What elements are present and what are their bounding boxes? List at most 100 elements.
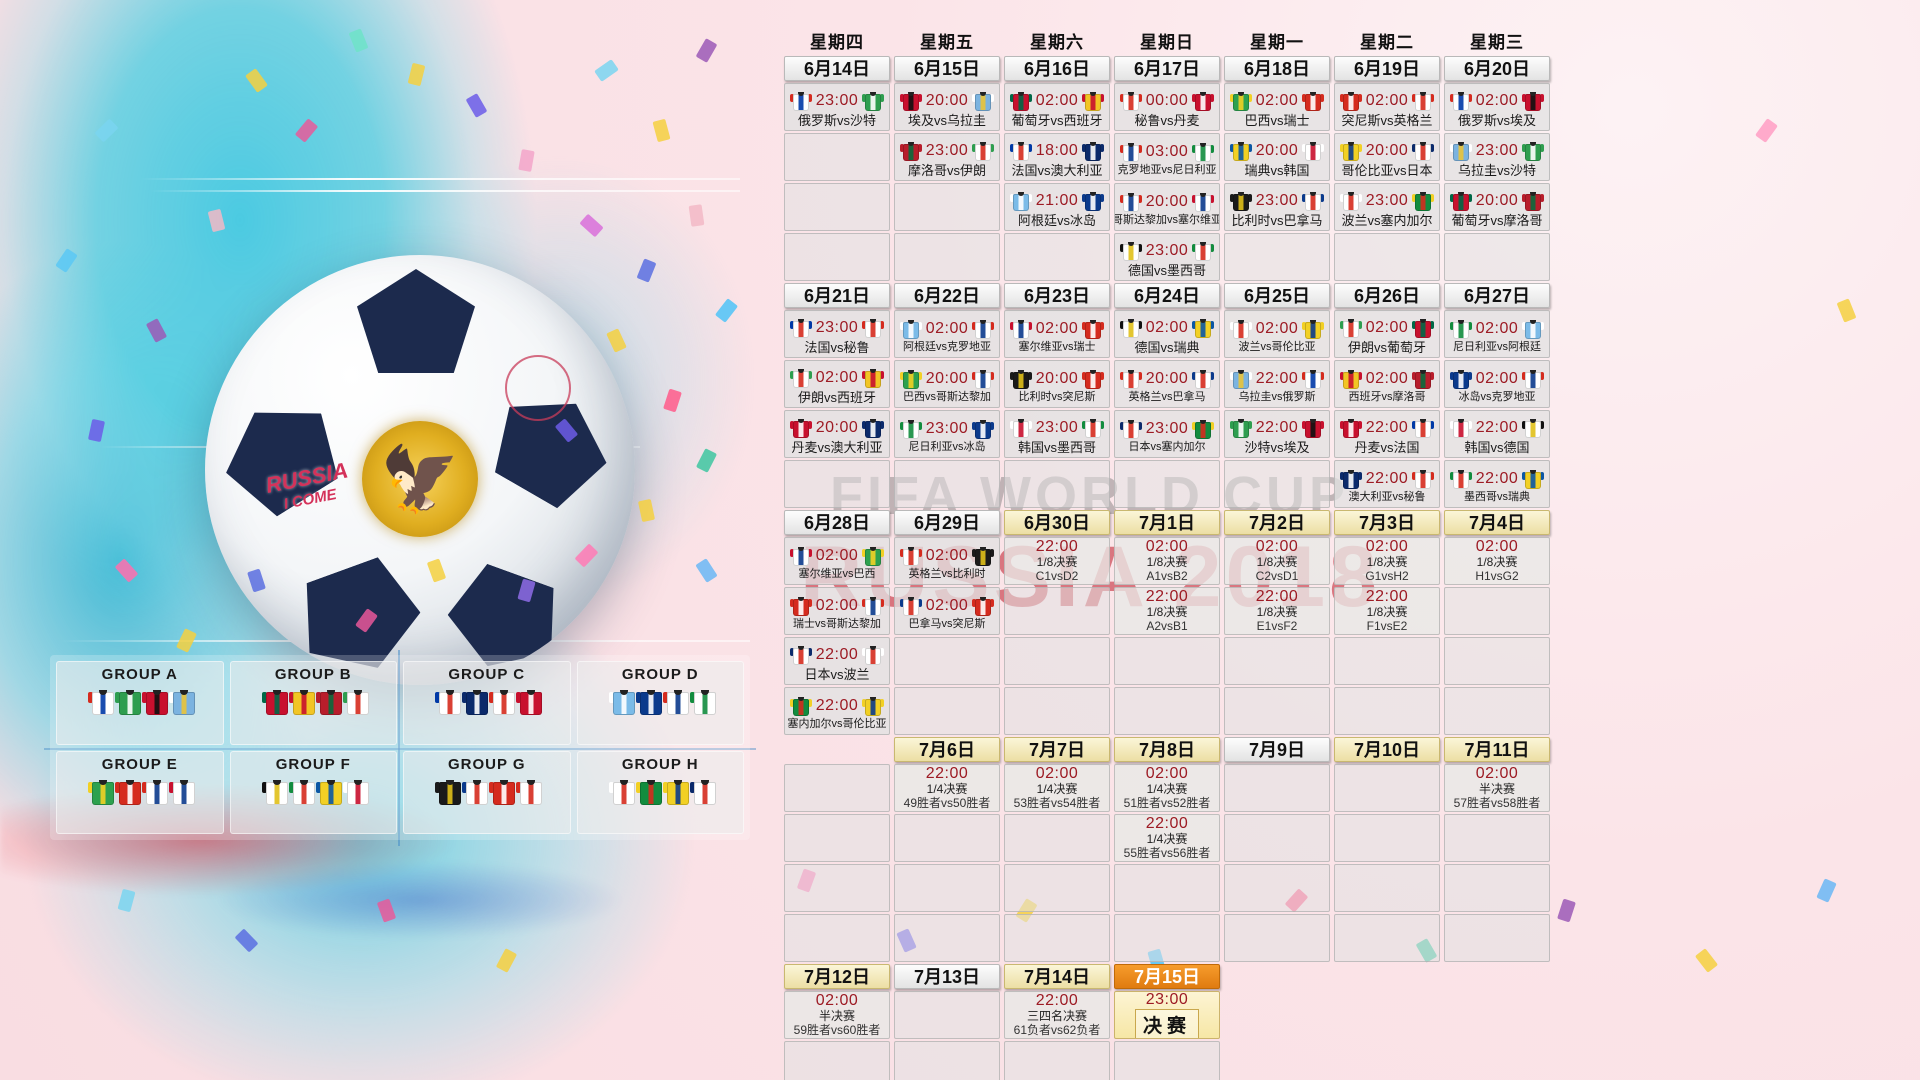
match-cell[interactable]: 22:00 塞内加尔vs哥伦比亚 — [784, 687, 890, 735]
group-box-group-f[interactable]: GROUP F — [229, 750, 397, 834]
match-cell[interactable]: 02:00 塞尔维亚vs巴西 — [784, 537, 890, 585]
date-header[interactable]: 6月25日 — [1224, 283, 1330, 308]
date-header[interactable]: 7月12日 — [784, 964, 890, 989]
match-cell[interactable]: 23:00 日本vs塞内加尔 — [1114, 410, 1220, 458]
match-cell[interactable]: 20:00 比利时vs突尼斯 — [1004, 360, 1110, 408]
match-cell[interactable]: 23:00 韩国vs墨西哥 — [1004, 410, 1110, 458]
date-header[interactable]: 7月14日 — [1004, 964, 1110, 989]
knockout-match-cell[interactable]: 22:00 1/4决赛 49胜者vs50胜者 — [894, 764, 1000, 812]
date-header[interactable]: 6月17日 — [1114, 56, 1220, 81]
match-cell[interactable]: 02:00 尼日利亚vs阿根廷 — [1444, 310, 1550, 358]
match-cell[interactable]: 22:00 澳大利亚vs秘鲁 — [1334, 460, 1440, 508]
match-cell[interactable]: 20:00 哥斯达黎加vs塞尔维亚 — [1114, 183, 1220, 231]
match-cell[interactable]: 02:00 波兰vs哥伦比亚 — [1224, 310, 1330, 358]
date-header[interactable]: 7月2日 — [1224, 510, 1330, 535]
date-header[interactable]: 6月27日 — [1444, 283, 1550, 308]
group-box-group-e[interactable]: GROUP E — [56, 750, 224, 834]
match-cell[interactable]: 22:00 韩国vs德国 — [1444, 410, 1550, 458]
date-header[interactable]: 7月15日 — [1114, 964, 1220, 989]
date-header[interactable]: 6月14日 — [784, 56, 890, 81]
match-cell[interactable]: 02:00 冰岛vs克罗地亚 — [1444, 360, 1550, 408]
date-header[interactable]: 6月28日 — [784, 510, 890, 535]
date-header[interactable]: 6月29日 — [894, 510, 1000, 535]
date-header[interactable]: 6月22日 — [894, 283, 1000, 308]
match-cell[interactable]: 22:00 日本vs波兰 — [784, 637, 890, 685]
match-cell[interactable]: 02:00 阿根廷vs克罗地亚 — [894, 310, 1000, 358]
match-cell[interactable]: 23:00 摩洛哥vs伊朗 — [894, 133, 1000, 181]
knockout-match-cell[interactable]: 02:00 1/4决赛 51胜者vs52胜者 — [1114, 764, 1220, 812]
match-cell[interactable]: 02:00 西班牙vs摩洛哥 — [1334, 360, 1440, 408]
match-cell[interactable]: 23:00 乌拉圭vs沙特 — [1444, 133, 1550, 181]
date-header[interactable]: 7月4日 — [1444, 510, 1550, 535]
knockout-match-cell[interactable]: 22:00 1/8决赛 E1vsF2 — [1224, 587, 1330, 635]
match-cell[interactable]: 00:00 秘鲁vs丹麦 — [1114, 83, 1220, 131]
match-cell[interactable]: 23:00 德国vs墨西哥 — [1114, 233, 1220, 281]
match-cell[interactable]: 02:00 突尼斯vs英格兰 — [1334, 83, 1440, 131]
match-cell[interactable]: 02:00 塞尔维亚vs瑞士 — [1004, 310, 1110, 358]
knockout-match-cell[interactable]: 02:00 半决赛 59胜者vs60胜者 — [784, 991, 890, 1039]
match-cell[interactable]: 02:00 葡萄牙vs西班牙 — [1004, 83, 1110, 131]
date-header[interactable]: 7月3日 — [1334, 510, 1440, 535]
match-cell[interactable]: 02:00 巴西vs瑞士 — [1224, 83, 1330, 131]
match-cell[interactable]: 02:00 伊朗vs西班牙 — [784, 360, 890, 408]
match-cell[interactable]: 21:00 阿根廷vs冰岛 — [1004, 183, 1110, 231]
date-header[interactable]: 7月7日 — [1004, 737, 1110, 762]
match-cell[interactable]: 23:00 尼日利亚vs冰岛 — [894, 410, 1000, 458]
match-cell[interactable]: 20:00 英格兰vs巴拿马 — [1114, 360, 1220, 408]
match-cell[interactable]: 20:00 葡萄牙vs摩洛哥 — [1444, 183, 1550, 231]
group-box-group-b[interactable]: GROUP B — [229, 661, 397, 745]
match-cell[interactable]: 20:00 丹麦vs澳大利亚 — [784, 410, 890, 458]
group-box-group-c[interactable]: GROUP C — [403, 661, 571, 745]
match-cell[interactable]: 20:00 哥伦比亚vs日本 — [1334, 133, 1440, 181]
match-cell[interactable]: 02:00 德国vs瑞典 — [1114, 310, 1220, 358]
knockout-match-cell[interactable]: 02:00 1/8决赛 G1vsH2 — [1334, 537, 1440, 585]
group-box-group-a[interactable]: GROUP A — [56, 661, 224, 745]
date-header[interactable]: 6月15日 — [894, 56, 1000, 81]
match-cell[interactable]: 23:00 俄罗斯vs沙特 — [784, 83, 890, 131]
date-header[interactable]: 7月9日 — [1224, 737, 1330, 762]
knockout-match-cell[interactable]: 02:00 半决赛 57胜者vs58胜者 — [1444, 764, 1550, 812]
match-cell[interactable]: 02:00 伊朗vs葡萄牙 — [1334, 310, 1440, 358]
match-cell[interactable]: 20:00 埃及vs乌拉圭 — [894, 83, 1000, 131]
knockout-match-cell[interactable]: 02:00 1/8决赛 H1vsG2 — [1444, 537, 1550, 585]
knockout-match-cell[interactable]: 22:00 三四名决赛 61负者vs62负者 — [1004, 991, 1110, 1039]
group-box-group-h[interactable]: GROUP H — [576, 750, 744, 834]
match-cell[interactable]: 22:00 乌拉圭vs俄罗斯 — [1224, 360, 1330, 408]
date-header[interactable]: 6月24日 — [1114, 283, 1220, 308]
date-header[interactable]: 6月26日 — [1334, 283, 1440, 308]
match-cell[interactable]: 23:00 比利时vs巴拿马 — [1224, 183, 1330, 231]
group-box-group-g[interactable]: GROUP G — [403, 750, 571, 834]
match-cell[interactable]: 02:00 英格兰vs比利时 — [894, 537, 1000, 585]
match-cell[interactable]: 18:00 法国vs澳大利亚 — [1004, 133, 1110, 181]
date-header[interactable]: 6月18日 — [1224, 56, 1330, 81]
match-cell[interactable]: 02:00 俄罗斯vs埃及 — [1444, 83, 1550, 131]
match-cell[interactable]: 20:00 巴西vs哥斯达黎加 — [894, 360, 1000, 408]
match-cell[interactable]: 23:00 法国vs秘鲁 — [784, 310, 890, 358]
group-box-group-d[interactable]: GROUP D — [576, 661, 744, 745]
match-cell[interactable]: 23:00 波兰vs塞内加尔 — [1334, 183, 1440, 231]
match-cell[interactable]: 22:00 墨西哥vs瑞典 — [1444, 460, 1550, 508]
knockout-match-cell[interactable]: 22:00 1/4决赛 55胜者vs56胜者 — [1114, 814, 1220, 862]
knockout-match-cell[interactable]: 22:00 1/8决赛 F1vsE2 — [1334, 587, 1440, 635]
date-header[interactable]: 6月16日 — [1004, 56, 1110, 81]
date-header[interactable]: 7月1日 — [1114, 510, 1220, 535]
date-header[interactable]: 6月19日 — [1334, 56, 1440, 81]
date-header[interactable]: 6月23日 — [1004, 283, 1110, 308]
knockout-match-cell[interactable]: 22:00 1/8决赛 A2vsB1 — [1114, 587, 1220, 635]
date-header[interactable]: 6月21日 — [784, 283, 890, 308]
final-match-cell[interactable]: 23:00 决赛 — [1114, 991, 1220, 1039]
knockout-match-cell[interactable]: 02:00 1/8决赛 C2vsD1 — [1224, 537, 1330, 585]
date-header[interactable]: 6月20日 — [1444, 56, 1550, 81]
match-cell[interactable]: 02:00 巴拿马vs突尼斯 — [894, 587, 1000, 635]
knockout-match-cell[interactable]: 02:00 1/4决赛 53胜者vs54胜者 — [1004, 764, 1110, 812]
date-header[interactable]: 7月8日 — [1114, 737, 1220, 762]
match-cell[interactable]: 22:00 丹麦vs法国 — [1334, 410, 1440, 458]
match-cell[interactable]: 20:00 瑞典vs韩国 — [1224, 133, 1330, 181]
date-header[interactable]: 7月10日 — [1334, 737, 1440, 762]
match-cell[interactable]: 03:00 克罗地亚vs尼日利亚 — [1114, 133, 1220, 181]
date-header[interactable]: 7月11日 — [1444, 737, 1550, 762]
knockout-match-cell[interactable]: 22:00 1/8决赛 C1vsD2 — [1004, 537, 1110, 585]
knockout-match-cell[interactable]: 02:00 1/8决赛 A1vsB2 — [1114, 537, 1220, 585]
match-cell[interactable]: 02:00 瑞士vs哥斯达黎加 — [784, 587, 890, 635]
date-header[interactable]: 7月6日 — [894, 737, 1000, 762]
